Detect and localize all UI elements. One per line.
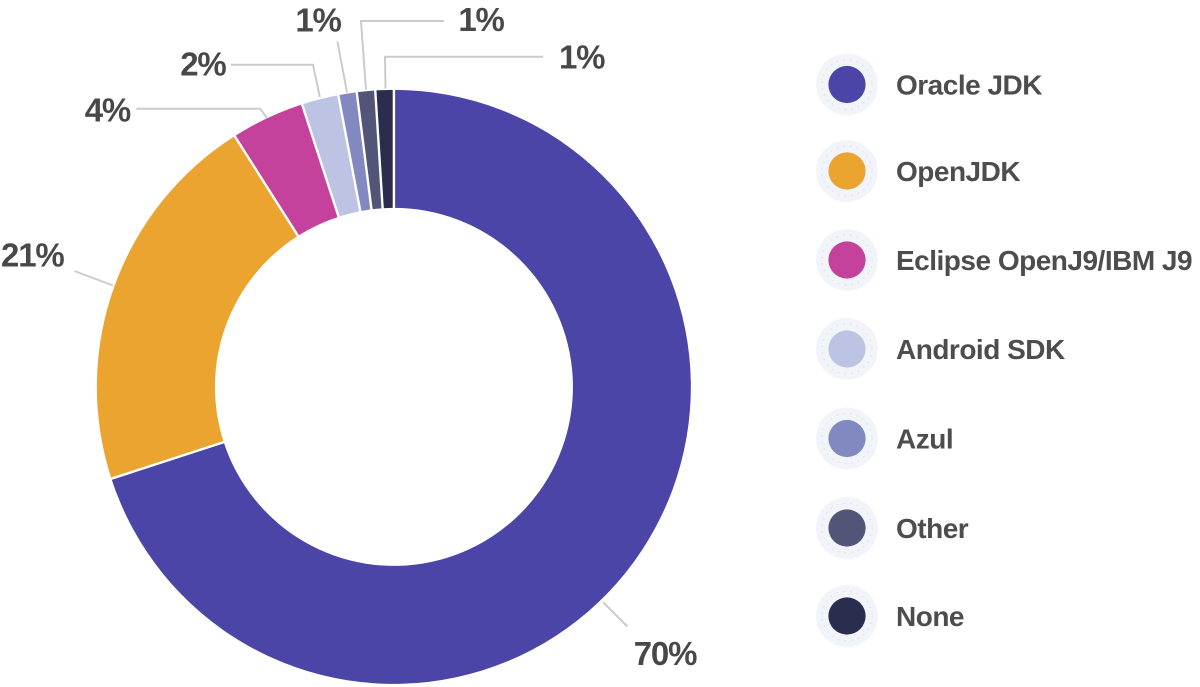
svg-text:1%: 1% <box>559 39 605 76</box>
svg-text:Eclipse OpenJ9/IBM J9: Eclipse OpenJ9/IBM J9 <box>896 245 1192 276</box>
svg-text:4%: 4% <box>85 92 131 129</box>
svg-text:21%: 21% <box>1 237 64 274</box>
svg-text:None: None <box>896 601 964 632</box>
svg-text:1%: 1% <box>458 1 504 38</box>
svg-text:1%: 1% <box>295 2 341 39</box>
svg-text:70%: 70% <box>634 635 697 672</box>
svg-text:Oracle JDK: Oracle JDK <box>896 70 1042 101</box>
svg-text:2%: 2% <box>180 46 226 83</box>
svg-text:Azul: Azul <box>896 424 953 455</box>
svg-text:Android SDK: Android SDK <box>896 334 1065 365</box>
svg-text:Other: Other <box>896 513 969 544</box>
svg-text:OpenJDK: OpenJDK <box>896 156 1020 187</box>
